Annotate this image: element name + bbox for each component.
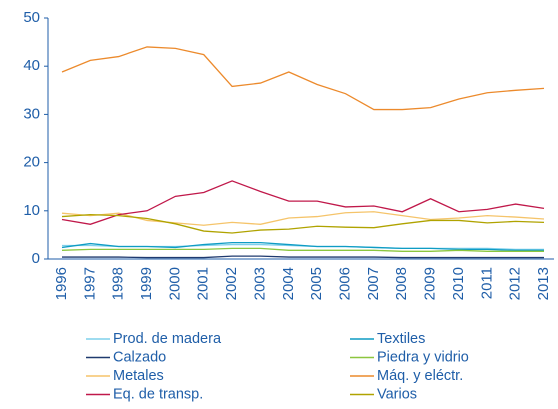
x-tick-label: 2012 [507, 267, 524, 300]
y-tick-label: 0 [32, 250, 40, 267]
legend-label: Textiles [377, 331, 425, 347]
x-tick-label: 2001 [195, 267, 212, 300]
series-line [61, 180, 545, 225]
legend-label: Prod. de madera [113, 331, 222, 347]
series-line [61, 46, 545, 111]
legend-label: Máq. y eléctr. [377, 368, 463, 384]
x-tick-label: 1998 [110, 267, 127, 300]
series-line [61, 241, 544, 251]
x-tick-label: 2008 [393, 267, 410, 300]
x-tick-label: 2004 [280, 267, 297, 300]
y-tick-label: 20 [23, 154, 40, 171]
y-tick-label: 10 [23, 202, 40, 219]
x-tick-label: 2006 [336, 267, 353, 300]
x-tick-label: 2013 [535, 267, 552, 300]
x-tick-label: 2000 [166, 267, 183, 300]
x-tick-label: 2005 [308, 267, 325, 300]
y-tick-label: 30 [23, 105, 40, 122]
y-tick-label: 50 [23, 9, 40, 26]
legend: Prod. de madera Textiles Calzado Piedra y v… [86, 331, 469, 402]
series-line [61, 247, 544, 252]
series-line [62, 255, 544, 259]
x-tick-label: 1999 [138, 267, 155, 300]
x-tick-label: 2007 [365, 267, 382, 300]
legend-label: Eq. de transp. [113, 386, 203, 402]
y-tick-label: 40 [23, 57, 40, 74]
x-tick-label: 1997 [81, 267, 98, 300]
x-tick-label: 2011 [478, 267, 495, 299]
x-tick-label: 2003 [251, 267, 268, 300]
series-line [61, 211, 545, 226]
x-tick-label: 2002 [223, 267, 240, 300]
x-tick-label: 2009 [422, 267, 439, 300]
legend-label: Metales [113, 368, 164, 384]
legend-label: Varios [377, 386, 417, 402]
legend-label: Calzado [113, 349, 166, 365]
x-tick-label: 1996 [53, 267, 70, 300]
legend-label: Piedra y vidrio [377, 349, 469, 365]
x-tick-label: 2010 [450, 267, 467, 300]
series-line [61, 214, 545, 234]
